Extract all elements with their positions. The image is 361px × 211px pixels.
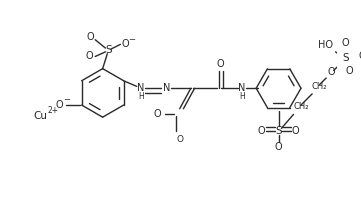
Text: S: S: [105, 45, 112, 55]
Text: S: S: [343, 53, 349, 63]
Text: O: O: [292, 126, 299, 136]
Text: O: O: [275, 142, 282, 152]
Text: O: O: [327, 67, 335, 77]
Text: H: H: [139, 92, 144, 101]
Text: 2+: 2+: [47, 106, 58, 115]
Text: O: O: [87, 32, 94, 42]
Text: −: −: [128, 35, 135, 44]
Text: CH₂: CH₂: [312, 82, 327, 91]
Text: CH₂: CH₂: [293, 102, 309, 111]
Text: O: O: [86, 51, 93, 61]
Text: O: O: [342, 38, 349, 47]
Text: N: N: [238, 83, 245, 93]
Text: Cu: Cu: [34, 111, 48, 121]
Text: O: O: [121, 39, 129, 49]
Text: N: N: [137, 83, 144, 93]
Text: O: O: [176, 135, 183, 144]
Text: O: O: [153, 109, 161, 119]
Text: O: O: [56, 100, 63, 110]
Text: −: −: [63, 95, 70, 104]
Text: O: O: [359, 51, 361, 61]
Text: O: O: [258, 126, 266, 136]
Text: H: H: [239, 92, 245, 101]
Text: O: O: [346, 66, 353, 76]
Text: S: S: [275, 126, 282, 136]
Text: N: N: [163, 83, 170, 93]
Text: O: O: [217, 59, 225, 69]
Text: HO: HO: [318, 40, 333, 50]
